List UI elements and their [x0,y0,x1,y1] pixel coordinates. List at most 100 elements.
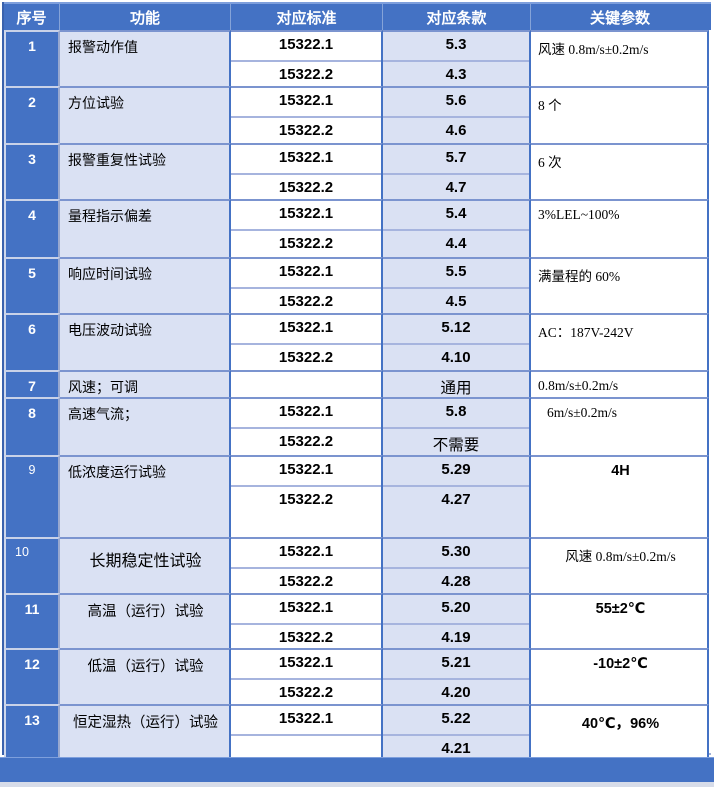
function-cell: 电压波动试验 [60,313,231,370]
standard-cell: 15322.1 15322.2 [231,455,383,537]
standard-value: 15322.1 [278,36,334,53]
footer-bar [0,757,714,782]
standard-value: 15322.1 [278,654,334,671]
clause-cell: 5.21 4.20 [383,648,531,704]
standard-value: 15322.2 [231,427,381,455]
clause-value: 5.20 [441,599,471,616]
table-row: 3 报警重复性试验 15322.1 15322.2 5.7 4.7 6 次 [4,143,711,199]
function-cell: 长期稳定性试验 [60,537,231,593]
standard-value: 15322.1 [278,149,334,166]
standard-value: 15322.1 [278,403,334,420]
footer-strip [0,782,714,787]
function-cell: 恒定湿热（运行）试验 [60,704,231,757]
clause-cell: 5.5 4.5 [383,257,531,313]
table-row: 10 长期稳定性试验 15322.1 15322.2 5.30 4.28 风速 0.8m/s… [4,537,711,593]
standard-cell [231,370,383,398]
clause-value: 5.12 [441,319,471,336]
clause-cell: 5.4 4.4 [383,199,531,257]
clause-value: 5.22 [441,710,471,727]
standards-table: 序号 功能 对应标准 对应条款 关键参数 1 报警动作值 15322.1 15322.… [2,2,711,757]
standard-cell: 15322.1 15322.2 [231,313,383,370]
standard-value: 15322.1 [278,461,334,478]
header-cell-clause: 对应条款 [383,4,531,30]
table-row: 6 电压波动试验 15322.1 15322.2 5.12 4.10 AC：187V-242… [4,313,711,370]
standard-cell: 15322.1 15322.2 [231,199,383,257]
table-row: 9 低浓度运行试验 15322.1 15322.2 5.29 4.27 4H [4,455,711,537]
standard-value: 15322.1 [278,92,334,109]
parameter-cell: 0.8m/s±0.2m/s [531,370,709,398]
parameter-cell: 8 个 [531,86,709,143]
row-index-cell: 10 [4,537,60,593]
parameter-cell: 3%LEL~100% [531,199,709,257]
header-cell-serial: 序号 [4,4,60,30]
clause-value: 5.7 [445,149,467,166]
clause-value: 4.5 [383,287,529,313]
standard-value: 15322.1 [278,599,334,616]
table-row: 8 高速气流； 15322.1 15322.2 5.8 不需要 6m/s±0.2m/s [4,397,711,455]
table-row: 1 报警动作值 15322.1 15322.2 5.3 4.3 风速 0.8m/s±0.2m… [4,30,711,86]
row-index-cell: 5 [4,257,60,313]
clause-value: 4.3 [383,60,529,86]
clause-cell: 5.8 不需要 [383,397,531,455]
clause-cell: 5.12 4.10 [383,313,531,370]
table-row: 5 响应时间试验 15322.1 15322.2 5.5 4.5 满量程的 60% [4,257,711,313]
table-row: 7 风速；可调 通用 0.8m/s±0.2m/s [4,370,711,398]
standard-value: 15322.2 [231,173,381,199]
clause-value: 4.10 [383,343,529,370]
standard-value: 15322.1 [278,205,334,222]
table-row: 12 低温（运行）试验 15322.1 15322.2 5.21 4.20 -10±2℃ [4,648,711,704]
table-header-row: 序号 功能 对应标准 对应条款 关键参数 [4,2,711,30]
standard-value: 15322.1 [278,543,334,560]
clause-value: 5.3 [445,36,467,53]
standard-value: 15322.2 [231,343,381,370]
standard-value: 15322.2 [231,623,381,648]
row-index-cell: 4 [4,199,60,257]
row-index-cell: 12 [4,648,60,704]
standard-value: 15322.1 [278,263,334,280]
parameter-cell: 6 次 [531,143,709,199]
standard-cell: 15322.1 15322.2 [231,86,383,143]
clause-cell: 5.30 4.28 [383,537,531,593]
table-row: 13 恒定湿热（运行）试验 15322.1 5.22 4.21 40℃，96% [4,704,711,757]
row-index-cell: 7 [4,370,60,398]
parameter-cell: AC：187V-242V [531,313,709,370]
standard-cell: 15322.1 15322.2 [231,648,383,704]
standard-value: 15322.2 [231,485,381,537]
clause-value: 4.4 [383,229,529,257]
standard-value: 15322.2 [231,60,381,86]
clause-value: 4.27 [383,485,529,537]
standard-cell: 15322.1 15322.2 [231,397,383,455]
row-index-cell: 2 [4,86,60,143]
clause-value: 5.6 [445,92,467,109]
function-cell: 报警动作值 [60,30,231,86]
function-cell: 方位试验 [60,86,231,143]
clause-value: 5.30 [441,543,471,560]
table-row: 2 方位试验 15322.1 15322.2 5.6 4.6 8 个 [4,86,711,143]
clause-cell: 通用 [383,370,531,398]
parameter-cell: 风速 0.8m/s±0.2m/s [531,30,709,86]
header-cell-standard: 对应标准 [231,4,383,30]
row-index-cell: 3 [4,143,60,199]
clause-value: 5.21 [441,654,471,671]
clause-value: 5.4 [445,205,467,222]
table-row: 4 量程指示偏差 15322.1 15322.2 5.4 4.4 3%LEL~100% [4,199,711,257]
parameter-cell: 满量程的 60% [531,257,709,313]
row-index-cell: 13 [4,704,60,757]
row-index-cell: 6 [4,313,60,370]
clause-value: 4.21 [383,734,529,757]
clause-value: 4.7 [383,173,529,199]
standard-value [231,734,381,757]
header-cell-parameter: 关键参数 [589,9,650,27]
function-cell: 响应时间试验 [60,257,231,313]
clause-value: 不需要 [383,427,529,455]
row-index-cell: 11 [4,593,60,648]
clause-value: 4.28 [383,567,529,593]
standard-value: 15322.1 [278,319,334,336]
clause-cell: 5.29 4.27 [383,455,531,537]
standard-cell: 15322.1 15322.2 [231,593,383,648]
standard-value: 15322.2 [231,567,381,593]
standard-value: 15322.2 [231,678,381,704]
parameter-cell: 风速 0.8m/s±0.2m/s [531,537,709,593]
row-index-cell: 9 [4,455,60,537]
header-cell-function: 功能 [60,4,231,30]
